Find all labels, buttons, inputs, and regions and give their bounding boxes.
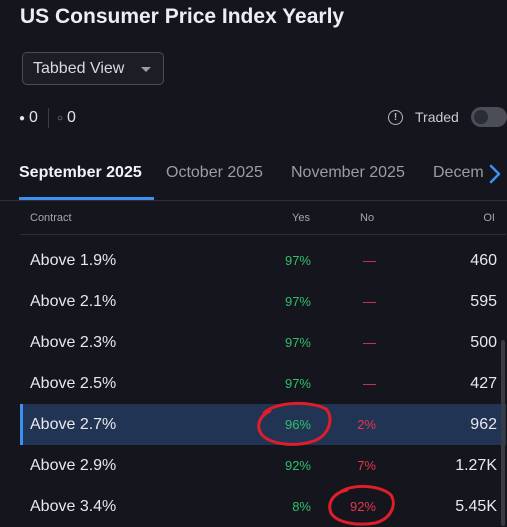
tabs-next-button[interactable] bbox=[483, 158, 507, 190]
no-price[interactable]: 92% bbox=[349, 499, 376, 514]
table-row[interactable]: Above 1.9% 97% — 460 bbox=[20, 240, 506, 281]
table-header: Contract Yes No OI bbox=[20, 201, 506, 235]
yes-price[interactable]: 97% bbox=[284, 294, 311, 309]
no-price[interactable]: — bbox=[363, 294, 376, 309]
no-price[interactable]: 7% bbox=[357, 458, 376, 473]
chevron-right-icon bbox=[489, 164, 501, 184]
yes-price[interactable]: 92% bbox=[284, 458, 311, 473]
no-price[interactable]: — bbox=[363, 376, 376, 391]
contract-label: Above 2.5% bbox=[30, 375, 117, 392]
count-second: 0 bbox=[67, 109, 76, 126]
header-oi: OI bbox=[483, 212, 495, 224]
header-no: No bbox=[360, 212, 375, 224]
open-interest: 500 bbox=[470, 334, 497, 351]
contract-label: Above 3.4% bbox=[30, 498, 117, 515]
month-tabs: September 2025 October 2025 November 202… bbox=[0, 150, 507, 201]
contract-label: Above 2.7% bbox=[30, 416, 117, 433]
scrollbar[interactable] bbox=[501, 340, 505, 526]
header-contract: Contract bbox=[30, 212, 72, 224]
header-yes: Yes bbox=[292, 212, 310, 224]
open-interest: 460 bbox=[470, 252, 497, 269]
traded-toggle[interactable] bbox=[471, 107, 507, 127]
no-price[interactable]: — bbox=[363, 335, 376, 350]
table-row[interactable]: Above 2.3% 97% — 500 bbox=[20, 322, 506, 363]
table-row[interactable]: Above 3.4% 8% 92% 5.45K bbox=[20, 486, 506, 527]
yes-price[interactable]: 8% bbox=[292, 499, 311, 514]
tab-november-2025[interactable]: November 2025 bbox=[291, 164, 405, 181]
view-select[interactable]: Tabbed View bbox=[22, 52, 164, 85]
hollow-dot-icon: ○ bbox=[56, 112, 63, 124]
toggle-knob bbox=[474, 110, 488, 124]
table-row[interactable]: Above 2.5% 97% — 427 bbox=[20, 363, 506, 404]
active-tab-indicator bbox=[19, 197, 154, 200]
open-interest: 1.27K bbox=[455, 457, 497, 474]
yes-price[interactable]: 97% bbox=[284, 253, 311, 268]
contract-label: Above 2.9% bbox=[30, 457, 117, 474]
contract-label: Above 2.3% bbox=[30, 334, 117, 351]
count-first: 0 bbox=[29, 109, 38, 126]
divider bbox=[47, 108, 49, 128]
table-row[interactable]: Above 2.1% 97% — 595 bbox=[20, 281, 506, 322]
traded-label: Traded bbox=[415, 109, 459, 125]
table-row[interactable]: Above 2.9% 92% 7% 1.27K bbox=[20, 445, 506, 486]
info-icon[interactable]: ! bbox=[388, 109, 403, 125]
no-price[interactable]: — bbox=[363, 253, 376, 268]
contract-label: Above 2.1% bbox=[30, 293, 117, 310]
view-select-value: Tabbed View bbox=[33, 59, 125, 77]
filled-dot-icon: ● bbox=[19, 112, 26, 124]
tab-october-2025[interactable]: October 2025 bbox=[166, 164, 263, 181]
open-interest: 595 bbox=[470, 293, 497, 310]
open-interest: 962 bbox=[470, 416, 497, 433]
traded-filter: ! Traded bbox=[388, 107, 459, 127]
yes-price[interactable]: 96% bbox=[284, 417, 311, 432]
yes-price[interactable]: 97% bbox=[284, 376, 311, 391]
position-counts: ● 0 ○ 0 bbox=[19, 108, 76, 128]
table-row-selected[interactable]: Above 2.7% 96% 2% 962 bbox=[20, 404, 506, 445]
chevron-down-icon bbox=[141, 67, 151, 72]
page-title: US Consumer Price Index Yearly bbox=[20, 5, 345, 28]
tab-september-2025[interactable]: September 2025 bbox=[19, 164, 142, 181]
contract-label: Above 1.9% bbox=[30, 252, 117, 269]
yes-price[interactable]: 97% bbox=[284, 335, 311, 350]
open-interest: 427 bbox=[470, 375, 497, 392]
no-price[interactable]: 2% bbox=[357, 417, 376, 432]
open-interest: 5.45K bbox=[455, 498, 497, 515]
